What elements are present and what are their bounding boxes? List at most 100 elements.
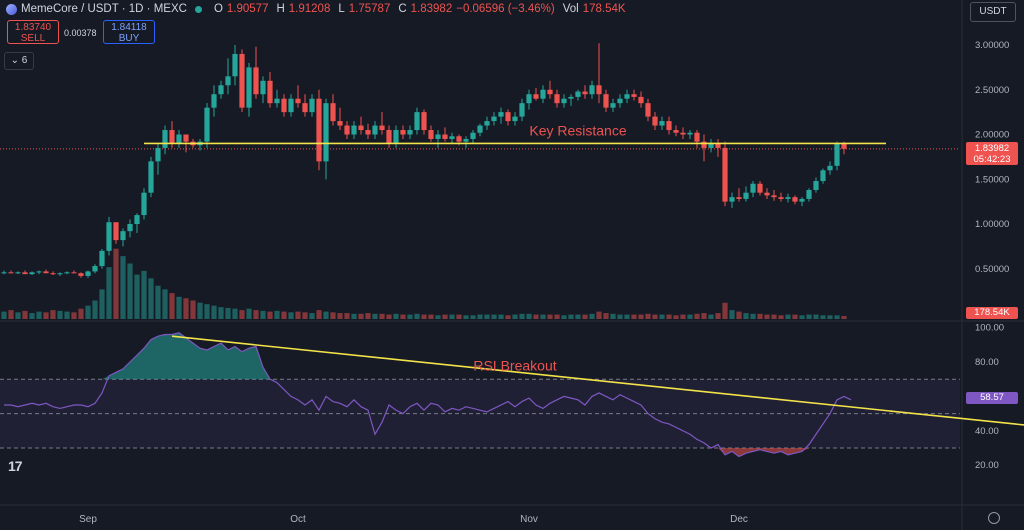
buy-label: BUY — [118, 33, 140, 44]
candle-body — [365, 130, 371, 135]
volume-bar — [260, 310, 266, 319]
candle-body — [687, 132, 693, 135]
candle-body — [211, 94, 217, 108]
rsi-tick-label: 100.00 — [975, 323, 1004, 334]
candle-body — [8, 272, 14, 274]
candle-body — [806, 189, 812, 199]
high-label: H — [276, 3, 285, 15]
currency-button[interactable]: USDT — [970, 2, 1016, 22]
candle-body — [288, 98, 294, 113]
rsi-overbought-fill — [4, 332, 851, 380]
candle-body — [106, 222, 112, 251]
volume-bar — [512, 314, 518, 319]
candle-body — [638, 96, 644, 104]
candle-body — [750, 183, 756, 193]
low-value: 1.75787 — [348, 3, 391, 15]
volume-bar — [568, 314, 574, 319]
volume-bar — [50, 310, 56, 319]
candle-body — [302, 103, 308, 113]
rsi-oversold-fill — [4, 448, 851, 457]
candle-body — [169, 130, 175, 144]
candle-body — [764, 192, 770, 196]
close-value: 1.83982 — [410, 3, 453, 15]
candle-body — [309, 98, 315, 113]
close-label: C — [398, 3, 407, 15]
volume-bar — [316, 310, 322, 319]
volume-bar — [785, 314, 791, 319]
volume-bar — [771, 314, 777, 319]
candle-body — [414, 112, 420, 131]
rsi-line — [4, 332, 852, 458]
price-tick-label: 3.00000 — [975, 40, 1009, 51]
volume-bar — [78, 308, 84, 319]
current-price-label: 1.83982 — [974, 143, 1010, 154]
indicators-toggle-button[interactable]: ⌄ 6 — [4, 52, 34, 70]
change-value: −0.06596 (−3.46%) — [456, 3, 555, 15]
time-axis-label: Sep — [79, 514, 97, 525]
candle-body — [99, 250, 105, 267]
rsi-trendline — [171, 335, 1024, 426]
volume-bar — [127, 263, 133, 319]
candle-body — [547, 89, 553, 95]
open-label: O — [213, 3, 223, 15]
volume-bar — [470, 315, 476, 319]
candle-body — [267, 80, 273, 104]
candle-body — [568, 96, 574, 99]
volume-bar — [498, 314, 504, 319]
rsi-tick-label: 80.00 — [975, 357, 999, 368]
candle-body — [799, 198, 805, 202]
candle-body — [155, 147, 161, 162]
chevron-down-icon: ⌄ — [10, 55, 20, 66]
time-axis-label: Oct — [290, 514, 306, 525]
sell-button[interactable]: 1.83740 SELL — [7, 20, 59, 44]
candle-body — [659, 121, 665, 126]
candle-body — [50, 273, 56, 275]
price-tick-label: 0.50000 — [975, 264, 1009, 275]
candle-body — [526, 94, 532, 104]
candle-body — [260, 80, 266, 95]
candle-body — [141, 192, 147, 216]
candle-body — [232, 53, 238, 77]
volume-bar — [239, 310, 245, 319]
volume-bar — [834, 315, 840, 319]
candle-body — [596, 85, 602, 95]
volume-bar — [148, 278, 154, 319]
volume-bar — [358, 313, 364, 319]
volume-bar — [225, 307, 231, 319]
candle-body — [323, 103, 329, 162]
volume-bar — [120, 256, 126, 319]
rsi-tick-label: 40.00 — [975, 426, 999, 437]
volume-bar — [176, 296, 182, 319]
volume-bar — [288, 312, 294, 319]
volume-bar — [624, 314, 630, 319]
candle-body — [477, 125, 483, 133]
memecore-logo-icon — [6, 3, 17, 15]
volume-bar — [92, 300, 98, 319]
symbol-title[interactable]: MemeCore / USDT · 1D · MEXC — [21, 3, 187, 15]
candle-body — [820, 170, 826, 182]
volume-bar — [85, 305, 91, 319]
volume-bar — [841, 316, 847, 319]
candle-body — [92, 266, 98, 272]
candle-body — [603, 94, 609, 108]
candle-body — [673, 130, 679, 133]
volume-bar — [379, 313, 385, 319]
volume-bar — [134, 274, 140, 319]
volume-bar — [302, 312, 308, 319]
volume-bar — [246, 308, 252, 319]
volume-bar — [29, 313, 35, 319]
volume-bar — [162, 289, 168, 319]
candle-body — [841, 143, 847, 149]
volume-bar — [806, 314, 812, 319]
volume-bar — [232, 308, 238, 319]
volume-bar — [71, 312, 77, 319]
buy-button[interactable]: 1.84118 BUY — [103, 20, 155, 44]
candle-body — [470, 132, 476, 139]
volume-bar — [407, 314, 413, 319]
volume-bar — [519, 313, 525, 319]
candle-body — [176, 134, 182, 144]
candle-body — [757, 183, 763, 193]
candle-body — [435, 134, 441, 139]
settings-icon[interactable] — [988, 512, 1000, 524]
